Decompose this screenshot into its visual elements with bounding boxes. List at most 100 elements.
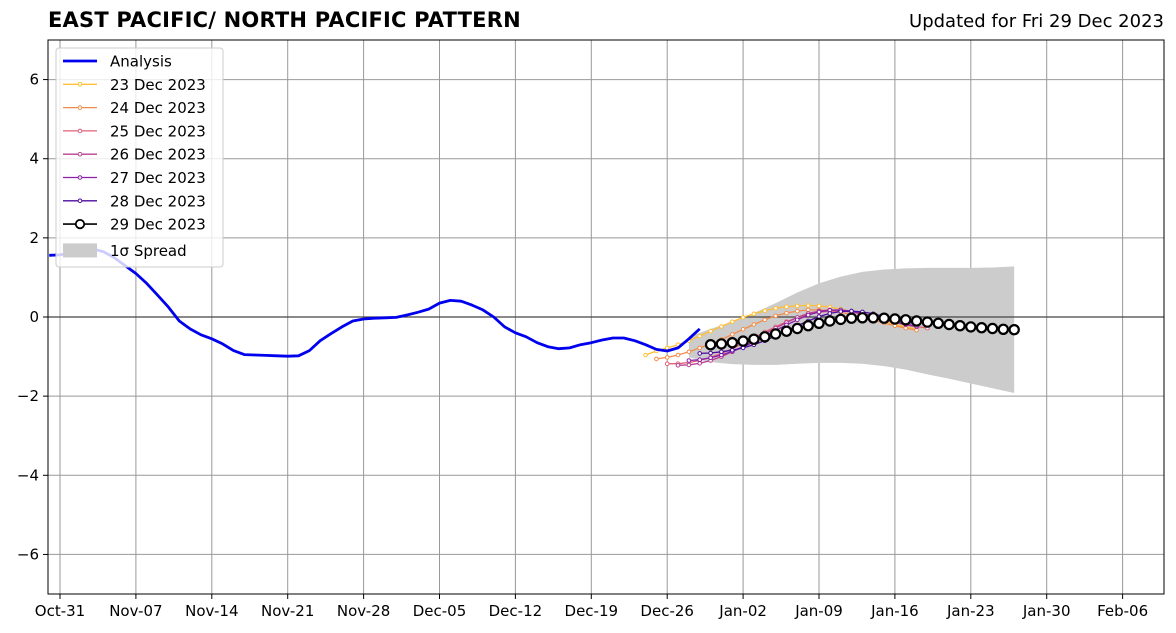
- x-tick-label: Jan-16: [870, 602, 919, 620]
- x-tick-label: Jan-30: [1022, 602, 1071, 620]
- data-point: [802, 320, 814, 332]
- legend-item: 23 Dec 2023: [63, 76, 206, 94]
- data-point: [889, 313, 901, 325]
- data-point: [910, 315, 923, 327]
- legend: Analysis 23 Dec 2023 24 Dec 2023 25 Dec 202…: [55, 47, 224, 268]
- legend-marker: [74, 219, 86, 230]
- data-point: [805, 312, 811, 318]
- data-point: [845, 312, 858, 324]
- data-point: [740, 327, 746, 332]
- data-point: [697, 351, 703, 356]
- data-point: [686, 358, 692, 363]
- x-tick-label: Dec-26: [640, 602, 694, 620]
- legend-item: 24 Dec 2023: [63, 99, 206, 117]
- data-point: [986, 322, 999, 335]
- x-tick-label: Dec-12: [489, 602, 543, 620]
- data-point: [784, 304, 789, 310]
- ticks-layer: Oct-31 Nov-07 Nov-14 Nov-21 Nov-28 Dec-05 Dec-…: [17, 71, 1148, 620]
- data-point: [954, 320, 966, 332]
- data-point: [813, 317, 825, 329]
- x-tick-label: Oct-31: [35, 602, 85, 620]
- legend-item: 1σ Spread: [63, 242, 187, 260]
- data-point: [795, 308, 800, 314]
- chart-subtitle: Updated for Fri 29 Dec 2023: [909, 11, 1164, 32]
- data-point: [708, 355, 713, 361]
- x-tick-label: Feb-06: [1097, 602, 1148, 620]
- legend-item: 27 Dec 2023: [63, 169, 206, 187]
- data-point: [704, 339, 717, 351]
- x-tick-label: Jan-02: [718, 602, 767, 620]
- data-point: [867, 312, 879, 324]
- legend-label: 27 Dec 2023: [110, 169, 206, 187]
- data-point: [697, 361, 703, 366]
- data-point: [664, 345, 670, 351]
- series-layer: [49, 247, 1020, 368]
- series-29-dec-2023: [704, 312, 1020, 351]
- legend-swatch: [63, 243, 97, 258]
- data-point: [697, 333, 703, 339]
- x-tick-label: Dec-05: [413, 602, 467, 620]
- data-point: [965, 321, 977, 333]
- data-point: [997, 323, 1010, 335]
- data-point: [816, 303, 822, 309]
- data-point: [686, 349, 692, 355]
- data-point: [900, 314, 912, 326]
- spread-band: [688, 266, 1015, 393]
- data-point: [975, 322, 988, 334]
- data-point: [751, 322, 757, 327]
- data-point: [675, 352, 681, 358]
- x-tick-label: Nov-14: [185, 602, 238, 620]
- data-point: [737, 335, 749, 347]
- legend-box: [55, 47, 224, 268]
- data-point: [838, 309, 844, 314]
- legend-item: 25 Dec 2023: [63, 122, 206, 140]
- data-point: [719, 324, 724, 329]
- data-point: [856, 312, 869, 324]
- data-point: [827, 311, 833, 316]
- data-point: [932, 317, 945, 329]
- legend-label: 1σ Spread: [110, 242, 187, 260]
- y-tick-label: 2: [29, 229, 39, 247]
- x-tick-label: Jan-23: [946, 602, 995, 620]
- data-point: [878, 312, 890, 324]
- data-point: [795, 317, 800, 323]
- legend-label: 28 Dec 2023: [110, 192, 206, 210]
- data-point: [730, 319, 735, 325]
- data-point: [675, 363, 681, 368]
- data-point: [791, 322, 804, 335]
- data-point: [697, 357, 703, 363]
- y-tick-label: −2: [17, 387, 39, 405]
- data-point: [795, 303, 800, 309]
- x-tick-label: Dec-19: [565, 602, 619, 620]
- legend-marker: [77, 198, 83, 204]
- legend-item: Analysis: [63, 53, 172, 71]
- legend-label: Analysis: [110, 53, 172, 71]
- y-tick-label: 0: [29, 308, 39, 326]
- legend-label: 24 Dec 2023: [110, 99, 206, 117]
- data-point: [730, 347, 735, 353]
- data-point: [780, 325, 793, 337]
- y-tick-label: −4: [17, 466, 39, 484]
- legend-item: 29 Dec 2023: [63, 216, 206, 234]
- data-point: [835, 313, 847, 326]
- legend-label: 29 Dec 2023: [110, 216, 206, 234]
- data-point: [715, 338, 728, 350]
- data-point: [708, 350, 713, 356]
- data-point: [943, 318, 955, 331]
- spread-layer: [688, 266, 1015, 393]
- x-tick-label: Nov-21: [261, 602, 314, 620]
- data-point: [816, 309, 822, 315]
- legend-item: 26 Dec 2023: [63, 146, 206, 164]
- legend-label: 25 Dec 2023: [110, 122, 206, 140]
- legend-marker: [77, 151, 83, 157]
- data-point: [686, 362, 692, 368]
- data-point: [654, 356, 659, 362]
- legend-item: 28 Dec 2023: [63, 192, 206, 210]
- legend-marker: [77, 128, 83, 134]
- legend-label: 23 Dec 2023: [110, 76, 206, 94]
- x-tick-label: Nov-07: [109, 602, 162, 620]
- data-point: [697, 345, 703, 351]
- legend-label: 26 Dec 2023: [110, 146, 206, 164]
- data-point: [664, 361, 670, 367]
